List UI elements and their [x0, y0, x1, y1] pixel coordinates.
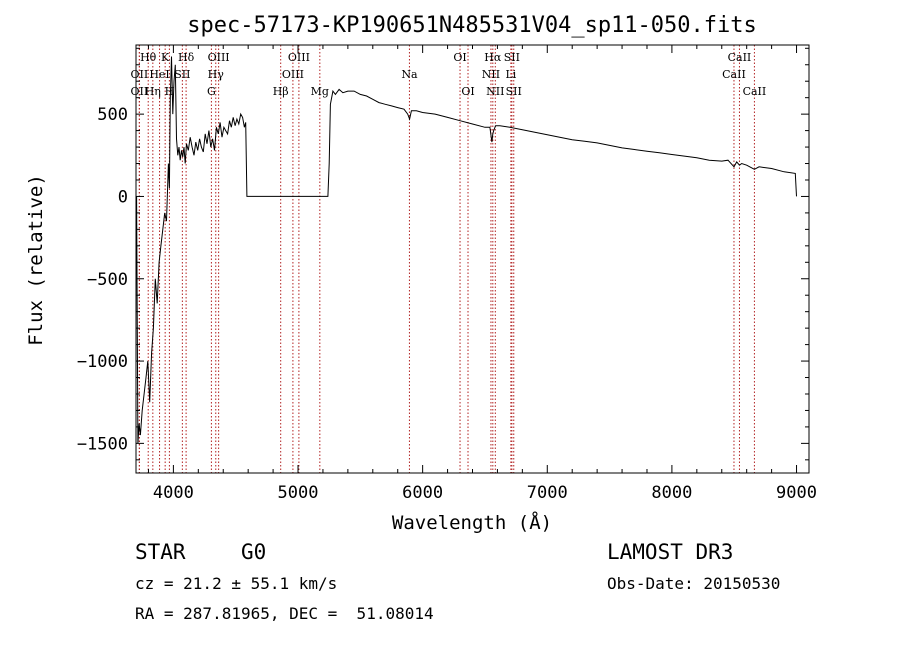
line-label-3: Hη [145, 85, 161, 98]
observation-date: Obs-Date: 20150530 [607, 574, 781, 593]
line-label-16: Na [401, 68, 418, 81]
line-label-2: Hθ [140, 51, 157, 64]
spectral-line-markers [138, 45, 755, 473]
y-tick-label-2: −500 [87, 270, 128, 290]
line-label-24: SII [506, 85, 522, 98]
redshift-velocity: cz = 21.2 ± 55.1 km/s [135, 574, 338, 593]
x-axis-label: Wavelength (Å) [392, 511, 552, 534]
y-tick-label-4: 500 [97, 105, 128, 125]
line-label-6: H [165, 85, 175, 98]
line-label-7: SII [174, 68, 190, 81]
line-label-27: CaII [743, 85, 767, 98]
line-label-18: OI [461, 85, 474, 98]
line-label-17: OI [453, 51, 466, 64]
chart-title: spec-57173-KP190651N485531V04_sp11-050.f… [187, 13, 757, 38]
line-label-22: Li [505, 68, 516, 81]
object-type: STAR [135, 540, 186, 564]
survey-name: LAMOST DR3 [607, 540, 734, 564]
line-label-0: OII [131, 68, 149, 81]
spectrum-line [136, 56, 797, 444]
line-label-21: NII [486, 85, 504, 98]
plot-frame [135, 44, 810, 474]
y-axis-ticks: −1500 −1000 −500 0 500 [77, 47, 809, 461]
y-tick-label-3: 0 [118, 187, 128, 207]
line-label-11: OIII [208, 51, 230, 64]
x-tick-label-1: 5000 [278, 483, 319, 503]
line-label-5: K [161, 51, 170, 64]
line-label-26: CaII [728, 51, 752, 64]
line-label-14: OIII [288, 51, 310, 64]
x-tick-label-4: 8000 [651, 483, 692, 503]
line-label-13: OIII [282, 68, 304, 81]
coordinates: RA = 287.81965, DEC = 51.08014 [135, 604, 434, 623]
spectral-line-labels: OII OII Hθ Hη HeI K H SII Hδ G Hγ OIII Hβ OIII OIII Mg N… [131, 51, 767, 98]
x-tick-label-2: 6000 [402, 483, 443, 503]
y-tick-label-0: −1500 [77, 434, 128, 454]
line-label-1: OII [131, 85, 149, 98]
line-label-20: Hα [484, 51, 502, 64]
line-label-23: SII [504, 51, 520, 64]
line-label-8: Hδ [178, 51, 195, 64]
y-axis-label: Flux (relative) [25, 174, 47, 346]
spectral-subclass: G0 [241, 540, 267, 564]
line-label-25: CaII [722, 68, 746, 81]
line-label-12: Hβ [273, 85, 289, 98]
x-axis-ticks: 4000 5000 6000 7000 8000 9000 [147, 45, 817, 503]
x-tick-label-3: 7000 [527, 483, 568, 503]
x-tick-label-5: 9000 [776, 483, 817, 503]
line-label-9: G [207, 85, 216, 98]
x-tick-label-0: 4000 [153, 483, 194, 503]
line-label-19: NII [482, 68, 500, 81]
line-label-15: Mg [311, 85, 329, 98]
line-label-10: Hγ [208, 68, 225, 81]
line-label-4: HeI [149, 68, 169, 81]
y-tick-label-1: −1000 [77, 352, 128, 372]
